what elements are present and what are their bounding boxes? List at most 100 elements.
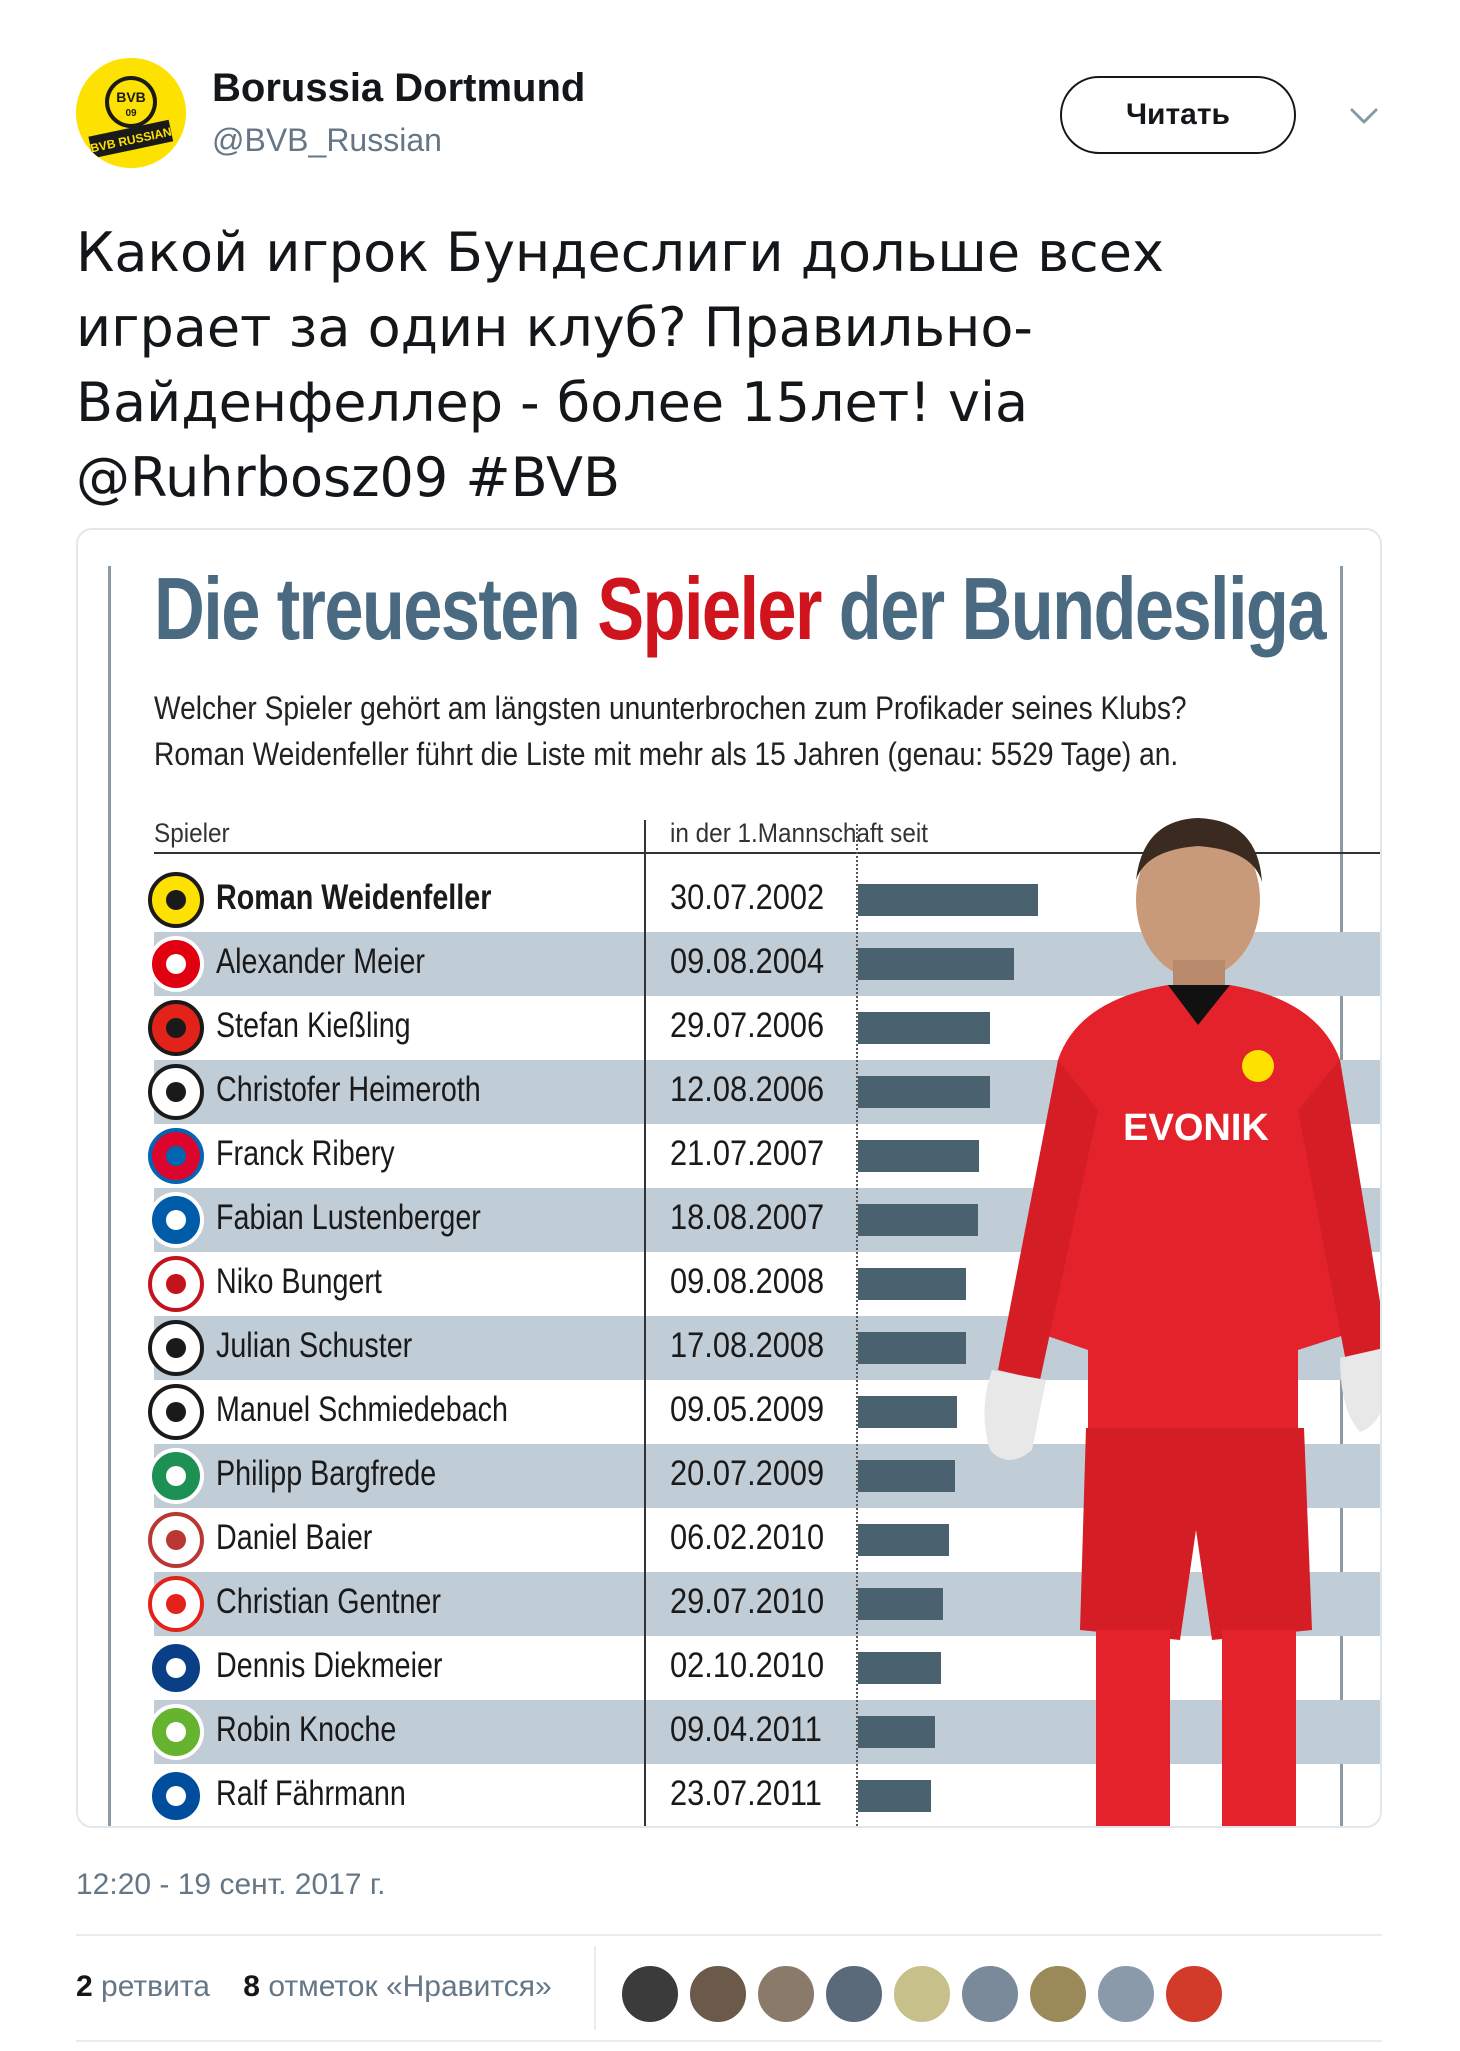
user-handle[interactable]: @BVB_Russian: [212, 122, 442, 158]
since-date: 21.07.2007: [670, 1134, 825, 1173]
tweet-text: Какой игрок Бундеслиги дольше всех играе…: [76, 221, 1164, 509]
player-name: Philipp Bargfrede: [216, 1454, 437, 1493]
since-date: 09.04.2011: [670, 1710, 822, 1749]
dortmund-crest-icon: [148, 872, 204, 928]
tenure-bar: [858, 884, 1038, 916]
infographic-subtitle: Welcher Spieler gehört am längsten ununt…: [154, 690, 1187, 726]
player-name: Julian Schuster: [216, 1326, 413, 1365]
tenure-bar: [858, 1332, 966, 1364]
header-rule: [154, 852, 1380, 854]
profile-avatar[interactable]: BVB 09 BVB RUSSIAN: [76, 58, 186, 168]
player-name: Ralf Fährmann: [216, 1774, 406, 1813]
like-label[interactable]: отметок «Нравится»: [268, 1970, 552, 2003]
table-row: Ralf Fährmann 23.07.2011: [148, 1764, 1380, 1826]
bayern-crest-icon: [148, 1128, 204, 1184]
since-date: 30.07.2002: [670, 878, 825, 917]
display-name[interactable]: Borussia Dortmund: [212, 66, 586, 110]
retweet-label[interactable]: ретвита: [101, 1970, 210, 2003]
infographic-subtitle: Roman Weidenfeller führt die Liste mit m…: [154, 736, 1179, 772]
player-name: Roman Weidenfeller: [216, 878, 492, 917]
table-row: Niko Bungert 09.08.2008: [148, 1252, 1380, 1316]
like-count[interactable]: 8: [243, 1970, 260, 2003]
freiburg-crest-icon: [148, 1320, 204, 1376]
liker-avatar[interactable]: [1028, 1964, 1088, 2024]
retweet-count[interactable]: 2: [76, 1970, 93, 2003]
tenure-bar: [858, 1012, 990, 1044]
since-date: 02.10.2010: [670, 1646, 825, 1685]
table-row: Roman Weidenfeller 30.07.2002: [148, 868, 1380, 932]
table-row: Stefan Kießling 29.07.2006: [148, 996, 1380, 1060]
liker-avatar[interactable]: [620, 1964, 680, 2024]
liker-avatar[interactable]: [1164, 1964, 1224, 2024]
tenure-bar: [858, 948, 1014, 980]
player-name: Daniel Baier: [216, 1518, 373, 1557]
chevron-down-icon[interactable]: [1344, 96, 1384, 136]
liker-avatar[interactable]: [960, 1964, 1020, 2024]
since-date: 20.07.2009: [670, 1454, 825, 1493]
liker-avatars: [620, 1964, 1224, 2024]
werder-crest-icon: [148, 1448, 204, 1504]
stuttgart-crest-icon: [148, 1576, 204, 1632]
hertha-crest-icon: [148, 1192, 204, 1248]
tweet-stats: 2 ретвита 8 отметок «Нравится»: [76, 1970, 552, 2004]
frame-line: [108, 566, 111, 1826]
tenure-bar: [858, 1780, 931, 1812]
goalkeeper-illustration: EVONIK: [984, 818, 1380, 1826]
table-row: Franck Ribery 21.07.2007: [148, 1124, 1380, 1188]
column-header-since: in der 1.Mannschaft seit: [670, 818, 928, 848]
wolfsburg-crest-icon: [148, 1704, 204, 1760]
schalke-crest-icon: [148, 1768, 204, 1824]
tenure-bar: [858, 1524, 949, 1556]
player-name: Niko Bungert: [216, 1262, 382, 1301]
column-header-player: Spieler: [154, 818, 230, 848]
since-date: 09.08.2008: [670, 1262, 825, 1301]
stats-divider: [594, 1946, 596, 2030]
player-name: Manuel Schmiedebach: [216, 1390, 508, 1429]
since-date: 09.05.2009: [670, 1390, 825, 1429]
since-date: 12.08.2006: [670, 1070, 825, 1109]
dotted-divider: [856, 824, 858, 1826]
tweet-timestamp[interactable]: 12:20 - 19 сент. 2017 г.: [76, 1868, 386, 1901]
player-name: Stefan Kießling: [216, 1006, 411, 1045]
bvb-logo-icon: BVB 09 BVB RUSSIAN: [76, 58, 186, 168]
tenure-bar: [858, 1652, 941, 1684]
hannover-crest-icon: [148, 1384, 204, 1440]
follow-button[interactable]: Читать: [1060, 76, 1296, 154]
player-name: Christian Gentner: [216, 1582, 441, 1621]
since-date: 06.02.2010: [670, 1518, 825, 1557]
liker-avatar[interactable]: [1096, 1964, 1156, 2024]
column-divider: [644, 820, 646, 1826]
since-date: 29.07.2006: [670, 1006, 825, 1045]
divider: [76, 1934, 1382, 1936]
mainz-crest-icon: [148, 1256, 204, 1312]
since-date: 29.07.2010: [670, 1582, 825, 1621]
since-date: 23.07.2011: [670, 1774, 822, 1813]
liker-avatar[interactable]: [688, 1964, 748, 2024]
table-row: Daniel Baier 06.02.2010: [148, 1508, 1380, 1572]
player-name: Dennis Diekmeier: [216, 1646, 443, 1685]
title-part: der Bundesliga: [838, 559, 1327, 658]
tenure-bar: [858, 1460, 955, 1492]
liker-avatar[interactable]: [892, 1964, 952, 2024]
since-date: 09.08.2004: [670, 942, 825, 981]
frankfurt-crest-icon: [148, 936, 204, 992]
player-name: Franck Ribery: [216, 1134, 395, 1173]
liker-avatar[interactable]: [756, 1964, 816, 2024]
tenure-bar: [858, 1140, 979, 1172]
since-date: 18.08.2007: [670, 1198, 825, 1237]
leverkusen-crest-icon: [148, 1000, 204, 1056]
tenure-bar: [858, 1716, 935, 1748]
player-name: Robin Knoche: [216, 1710, 397, 1749]
player-name: Fabian Lustenberger: [216, 1198, 481, 1237]
tenure-bar: [858, 1076, 990, 1108]
infographic-title: Die treuesten Spieler der Bundesliga: [154, 558, 1327, 660]
gladbach-crest-icon: [148, 1064, 204, 1120]
avatar-text: BVB: [116, 89, 146, 105]
tenure-bar: [858, 1588, 943, 1620]
tweet-media-image[interactable]: Die treuesten Spieler der Bundesliga Wel…: [76, 528, 1382, 1828]
avatar-subtext: 09: [125, 108, 137, 119]
table-row: Robin Knoche 09.04.2011: [148, 1700, 1380, 1764]
title-part: Die treuesten: [154, 559, 581, 658]
liker-avatar[interactable]: [824, 1964, 884, 2024]
tenure-bar: [858, 1204, 978, 1236]
